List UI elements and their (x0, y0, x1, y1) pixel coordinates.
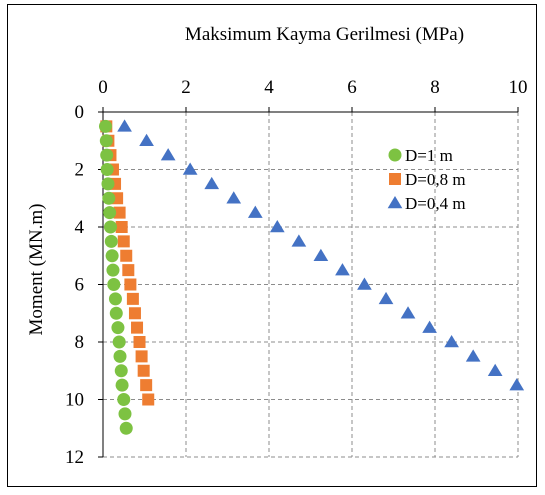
data-point-square (120, 249, 133, 262)
data-point-circle (109, 306, 123, 320)
y-tick-label: 6 (75, 275, 85, 296)
data-point-circle (103, 220, 117, 234)
data-point-circle (107, 278, 121, 291)
data-point-circle (118, 407, 132, 421)
x-tick-label: 8 (430, 77, 440, 98)
y-tick-label: 4 (75, 217, 85, 238)
x-axis-title: Maksimum Kayma Gerilmesi (MPa) (185, 24, 464, 45)
data-point-triangle (117, 119, 132, 132)
data-point-square (128, 307, 141, 320)
data-point-circle (98, 119, 112, 133)
data-point-triangle (247, 205, 263, 218)
data-point-square (133, 336, 146, 348)
chart-frame (7, 4, 537, 487)
data-point-square (135, 350, 148, 363)
data-point-circle (106, 263, 120, 277)
data-point-triangle (160, 148, 176, 161)
data-point-square (117, 235, 130, 248)
data-point-triangle (269, 220, 285, 233)
data-point-circle (111, 321, 125, 335)
data-point-triangle (204, 176, 220, 190)
legend-label: D=0,8 m (405, 170, 466, 189)
y-tick-label: 10 (65, 390, 84, 411)
data-point-square (131, 321, 144, 334)
data-point-triangle (378, 291, 394, 305)
data-point-square (137, 364, 150, 377)
legend-label: D=1 m (405, 146, 453, 165)
data-point-circle (112, 335, 126, 349)
data-point-triangle (291, 234, 307, 247)
data-point-circle (99, 134, 113, 148)
legend-label: D=0,4 m (405, 194, 466, 213)
data-point-triangle (509, 378, 525, 391)
data-point-triangle (465, 349, 481, 362)
x-tick-label: 6 (347, 77, 357, 98)
data-point-triangle (313, 248, 329, 261)
x-tick-label: 0 (98, 77, 108, 98)
data-point-triangle (422, 320, 437, 333)
y-tick-label: 0 (75, 102, 85, 123)
x-tick-label: 2 (181, 77, 191, 98)
x-tick-label: 4 (264, 77, 274, 98)
data-point-circle (101, 177, 115, 191)
data-point-triangle (182, 162, 198, 175)
data-point-square (115, 221, 128, 233)
data-point-circle (105, 249, 119, 263)
x-tick-label: 10 (509, 77, 528, 98)
data-point-circle (117, 393, 131, 406)
y-tick-label: 2 (75, 160, 85, 181)
y-tick-label: 8 (75, 332, 85, 353)
data-point-triangle (487, 363, 503, 376)
data-point-circle (108, 292, 122, 306)
data-point-triangle (139, 133, 154, 146)
y-axis-title: Moment (MN.m) (26, 204, 47, 336)
data-point-circle (100, 148, 114, 162)
data-point-triangle (444, 335, 459, 348)
data-point-square (113, 206, 126, 219)
data-point-square (126, 292, 139, 305)
data-point-triangle (226, 191, 242, 204)
data-point-circle (104, 234, 118, 248)
data-point-triangle (357, 277, 372, 290)
legend-marker-circle (388, 148, 402, 162)
data-point-square (122, 264, 135, 277)
data-point-triangle (400, 306, 416, 319)
data-point-circle (114, 364, 128, 378)
data-point-square (142, 393, 155, 406)
y-tick-label: 12 (65, 447, 84, 468)
data-point-square (140, 379, 153, 392)
data-point-circle (102, 191, 116, 205)
data-point-circle (119, 421, 133, 435)
data-point-circle (103, 206, 117, 220)
data-point-square (124, 278, 137, 291)
legend-marker-triangle (387, 196, 403, 209)
legend-marker-square (389, 173, 401, 185)
data-point-triangle (335, 263, 350, 276)
data-point-circle (100, 163, 114, 176)
data-point-circle (113, 349, 127, 363)
data-point-circle (115, 378, 129, 392)
